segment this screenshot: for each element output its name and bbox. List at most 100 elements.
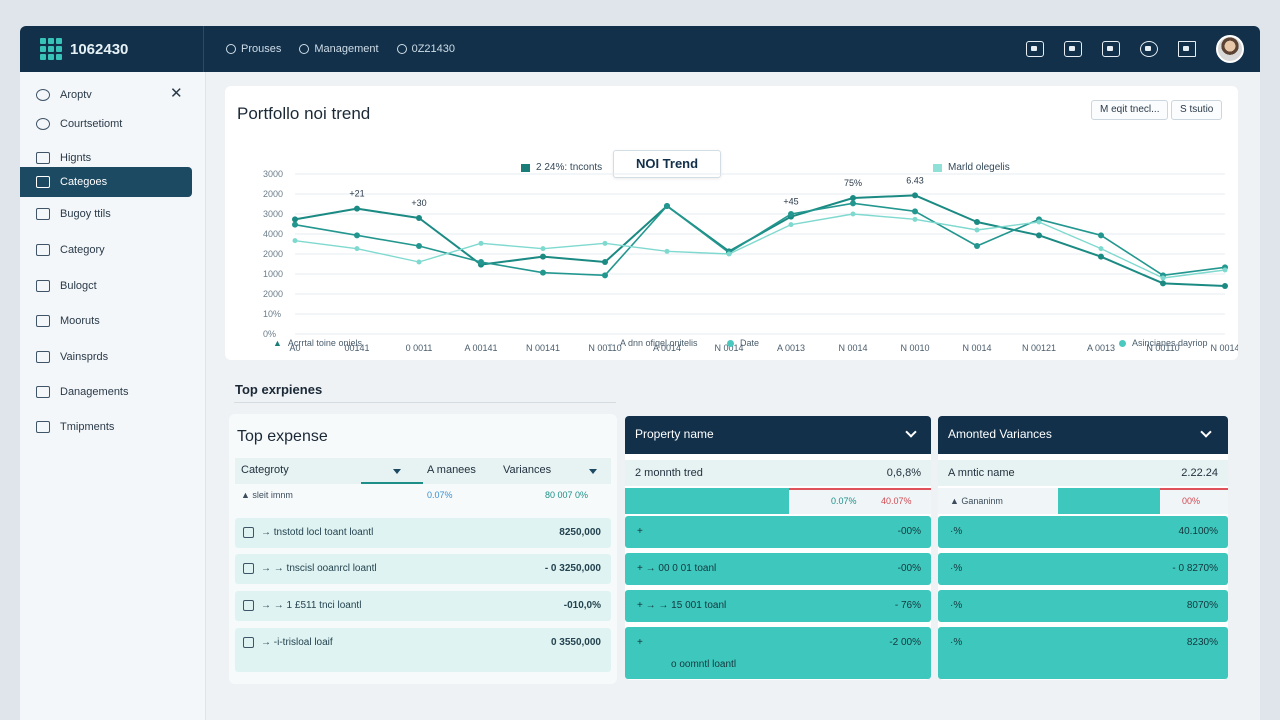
subhead-value: 0,6,8% [886,467,921,479]
sidebar-item-label: Danagements [60,386,129,398]
briefcase-icon[interactable] [1102,41,1120,57]
x-tick-label: A0 [289,343,300,353]
table-row[interactable]: → → tnscisl ooanrcl loantl - 0 3250,000 [235,554,611,584]
checkbox[interactable] [243,600,254,611]
nav-icon [226,44,236,54]
col-category[interactable]: Categroty [241,464,289,476]
property-row[interactable]: + → → 15 001 toanl - 76% [625,590,931,622]
search-icon [36,89,50,101]
series-line [294,202,1226,277]
sidebar-item-label: Courtsetiomt [60,118,123,130]
caret-down-icon[interactable] [589,469,597,474]
data-point [478,259,484,265]
chart-annotation: +30 [411,198,426,208]
data-point [726,251,732,257]
card-title: Top expense [237,428,328,445]
variance-row[interactable]: ·% 8230% [938,627,1228,679]
bar-pct: 40.07% [881,496,912,506]
variances-dropdown[interactable]: Amonted Variances [938,416,1228,454]
progress-fill [1058,488,1160,514]
sidebar-item-label: Bugoy ttils [60,208,111,220]
row-label: → → 1 £511 tnci loantl [261,600,362,611]
sidebar-item-mooruts[interactable]: Mooruts [20,306,192,336]
variance-row[interactable]: ·% 8070% [938,590,1228,622]
property-row[interactable]: + → 00 0 01 toanl -00% [625,553,931,585]
x-tick-label: N 0014 [714,343,743,353]
filter-chip[interactable]: M eqit tnecl... [1091,100,1169,120]
x-tick-label: N 0014 [1210,343,1238,353]
dropdown-label: Property name [635,427,714,441]
subhead-label: ▲ sleit imnm [241,490,293,500]
section-divider [234,402,616,403]
caret-down-icon[interactable] [393,469,401,474]
data-point [664,248,670,254]
sidebar-item-categoes[interactable]: Categoes [20,167,192,197]
arrow-icon: → [605,338,614,348]
document-icon [36,421,50,433]
col-variances[interactable]: Variances [503,464,552,476]
row-value: 8230% [1186,637,1218,648]
row-value: 8250,000 [559,527,601,538]
calendar-icon[interactable] [1026,41,1044,57]
y-tick-label: 4000 [263,229,283,239]
avatar[interactable] [1216,35,1244,63]
bar-chart-icon [36,386,50,398]
data-point [850,200,856,207]
data-point [292,216,298,223]
legend-label: Acrrtal toine oniels [287,338,362,348]
sidebar-item-danagements[interactable]: Danagements [20,377,192,407]
home-icon [36,351,50,363]
sidebar-item-tmipments[interactable]: Tmipments [20,412,192,442]
row-label: → -i-trisloal loaif [261,637,333,648]
property-dropdown[interactable]: Property name [625,416,931,454]
legend-label: A dnn ofiqel onitelis [620,338,698,348]
table-row[interactable]: → → 1 £511 tnci loantl -010,0% [235,591,611,621]
row-label: → → tnscisl ooanrcl loantl [261,563,377,574]
sidebar-item-category[interactable]: Category [20,235,192,265]
row-label: ·% [950,563,963,574]
sidebar-item-aroptv[interactable]: Aroptv [20,80,192,110]
close-icon[interactable]: ✕ [170,85,183,102]
sidebar-item-bulogct[interactable]: Bulogct [20,271,192,301]
col-amanees[interactable]: A manees [427,464,476,476]
menu-icon[interactable] [1178,41,1196,57]
legend-bottom-3: Date [727,338,759,348]
table-row[interactable]: → tnstotd locl toant loantl 8250,000 [235,518,611,548]
checkbox[interactable] [243,637,254,648]
x-tick-label: N 0010 [900,343,929,353]
table-row[interactable]: → -i-trisloal loaif 0 3550,000 [235,628,611,672]
chart-icon[interactable] [1064,41,1082,57]
nav-item-management[interactable]: Management [299,43,379,55]
chevron-down-icon [1200,426,1212,438]
checkbox[interactable] [243,527,254,538]
nav-item-code[interactable]: 0Z21430 [396,43,455,55]
nav-item-prouses[interactable]: Prouses [226,43,281,55]
property-row[interactable]: + -00% [625,516,931,548]
sidebar-item-bugoy-ttils[interactable]: Bugoy ttils [20,199,192,229]
settings-icon[interactable] [1140,41,1158,57]
property-row[interactable]: + -2 00% o oomntl loantl [625,627,931,679]
top-bar: 1062430 Prouses Management 0Z21430 [20,26,1260,72]
data-point [974,243,980,249]
sidebar-item-label: Category [60,244,105,256]
brand[interactable]: 1062430 [40,26,204,72]
subhead-label: A mntic name [948,467,1015,479]
building-icon [36,208,50,220]
logo-icon [40,38,62,60]
row-label: + [637,526,643,537]
nav-label: Prouses [241,43,282,55]
checkbox[interactable] [243,563,254,574]
variance-row[interactable]: ·% 40.100% [938,516,1228,548]
data-point [478,240,484,246]
sidebar-item-vainsprds[interactable]: Vainsprds [20,342,192,372]
status-chip[interactable]: S tsutio [1171,100,1223,120]
sidebar-item-hignts[interactable]: Hignts [20,143,192,173]
variance-row[interactable]: ·% - 0 8270% [938,553,1228,585]
legend-top-left: 2 24%: tnconts [521,162,602,173]
data-point [354,232,360,239]
bar-pct: 0.07% [831,496,857,506]
sidebar-item-courtsetiomt[interactable]: Courtsetiomt [20,109,192,139]
legend-dot [1119,339,1126,347]
x-tick-label: N 00110 [1146,343,1179,353]
property-bar-row: 0.07% 40.07% [625,488,931,514]
